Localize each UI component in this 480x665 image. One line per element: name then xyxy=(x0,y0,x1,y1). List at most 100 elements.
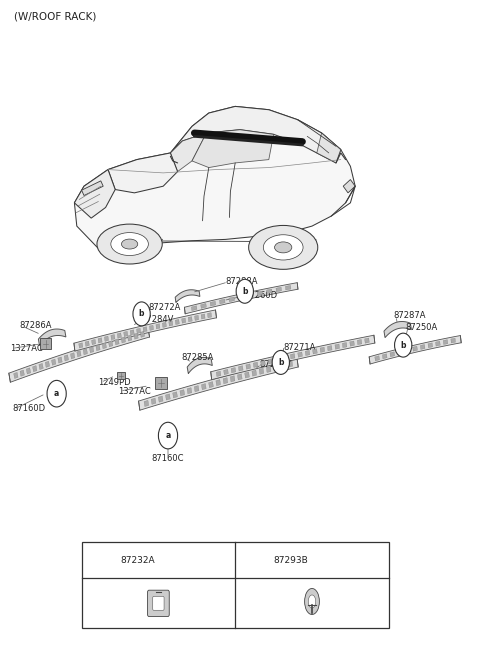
Ellipse shape xyxy=(275,242,292,253)
Polygon shape xyxy=(144,400,149,406)
Polygon shape xyxy=(342,342,347,348)
Polygon shape xyxy=(170,133,206,172)
Polygon shape xyxy=(98,338,102,343)
Polygon shape xyxy=(175,319,180,325)
Polygon shape xyxy=(166,394,170,400)
Polygon shape xyxy=(219,299,225,304)
Polygon shape xyxy=(175,290,200,303)
Text: 1327AC: 1327AC xyxy=(118,386,150,396)
Text: a: a xyxy=(102,556,107,565)
Polygon shape xyxy=(375,356,380,361)
Polygon shape xyxy=(253,362,258,368)
Polygon shape xyxy=(74,170,115,218)
Polygon shape xyxy=(111,334,115,340)
Polygon shape xyxy=(257,291,263,296)
Text: 87293B: 87293B xyxy=(274,556,308,565)
Polygon shape xyxy=(327,346,332,350)
Polygon shape xyxy=(151,398,156,404)
Polygon shape xyxy=(320,347,324,352)
Circle shape xyxy=(158,422,178,449)
Bar xyxy=(117,372,125,380)
Polygon shape xyxy=(9,328,150,382)
Text: a: a xyxy=(166,431,170,440)
Polygon shape xyxy=(288,361,293,367)
Ellipse shape xyxy=(121,239,138,249)
Polygon shape xyxy=(390,352,395,357)
Text: 87232A: 87232A xyxy=(120,556,155,565)
Polygon shape xyxy=(435,341,440,346)
Polygon shape xyxy=(259,368,264,374)
Polygon shape xyxy=(207,313,212,318)
Text: (W/ROOF RACK): (W/ROOF RACK) xyxy=(14,12,97,22)
Polygon shape xyxy=(202,384,206,390)
Polygon shape xyxy=(169,321,173,326)
Polygon shape xyxy=(71,352,75,359)
Polygon shape xyxy=(115,338,119,345)
Circle shape xyxy=(96,548,113,572)
Polygon shape xyxy=(369,336,461,364)
Polygon shape xyxy=(209,382,213,388)
Polygon shape xyxy=(305,350,310,356)
Polygon shape xyxy=(211,335,375,380)
Polygon shape xyxy=(64,355,69,361)
Polygon shape xyxy=(428,343,432,348)
Polygon shape xyxy=(276,357,280,362)
Text: 87284V: 87284V xyxy=(142,315,174,324)
Polygon shape xyxy=(74,106,355,256)
FancyBboxPatch shape xyxy=(82,542,389,628)
Polygon shape xyxy=(83,348,87,354)
Polygon shape xyxy=(187,388,192,394)
FancyBboxPatch shape xyxy=(147,591,169,616)
Polygon shape xyxy=(184,283,298,314)
Text: 87160C: 87160C xyxy=(152,454,184,464)
Polygon shape xyxy=(14,372,18,378)
Text: 87271A: 87271A xyxy=(283,343,315,352)
Polygon shape xyxy=(365,338,369,343)
Polygon shape xyxy=(38,329,66,346)
Text: 87288A: 87288A xyxy=(226,277,258,287)
Polygon shape xyxy=(89,346,94,352)
Polygon shape xyxy=(281,363,286,369)
Polygon shape xyxy=(238,295,244,300)
Text: 87287A: 87287A xyxy=(394,311,426,321)
Polygon shape xyxy=(194,386,199,392)
Text: 87283V: 87283V xyxy=(259,360,292,369)
Polygon shape xyxy=(451,338,456,343)
Polygon shape xyxy=(261,360,265,366)
Polygon shape xyxy=(51,359,56,365)
Polygon shape xyxy=(216,380,220,386)
Polygon shape xyxy=(137,329,141,333)
Polygon shape xyxy=(231,368,236,373)
Polygon shape xyxy=(266,289,272,294)
Polygon shape xyxy=(252,370,257,376)
Text: b: b xyxy=(278,358,284,367)
Ellipse shape xyxy=(97,224,162,264)
Polygon shape xyxy=(162,323,167,327)
Polygon shape xyxy=(290,354,295,359)
Polygon shape xyxy=(286,285,291,290)
Polygon shape xyxy=(188,317,192,322)
Polygon shape xyxy=(266,366,271,372)
Polygon shape xyxy=(74,310,216,351)
Text: 87272A: 87272A xyxy=(149,303,181,312)
Polygon shape xyxy=(246,364,251,369)
Polygon shape xyxy=(158,396,163,402)
Polygon shape xyxy=(245,372,249,378)
Polygon shape xyxy=(79,342,83,348)
Text: 87285A: 87285A xyxy=(181,353,214,362)
Polygon shape xyxy=(182,318,186,323)
Circle shape xyxy=(133,302,150,326)
Polygon shape xyxy=(139,358,298,410)
Polygon shape xyxy=(224,369,228,374)
Text: b: b xyxy=(400,340,406,350)
Polygon shape xyxy=(405,348,410,353)
Polygon shape xyxy=(105,336,108,341)
Polygon shape xyxy=(384,321,411,338)
Circle shape xyxy=(250,548,267,572)
Polygon shape xyxy=(239,366,243,371)
Circle shape xyxy=(272,350,289,374)
Polygon shape xyxy=(201,303,206,309)
Polygon shape xyxy=(58,357,62,363)
Polygon shape xyxy=(92,339,96,344)
Polygon shape xyxy=(223,378,228,384)
